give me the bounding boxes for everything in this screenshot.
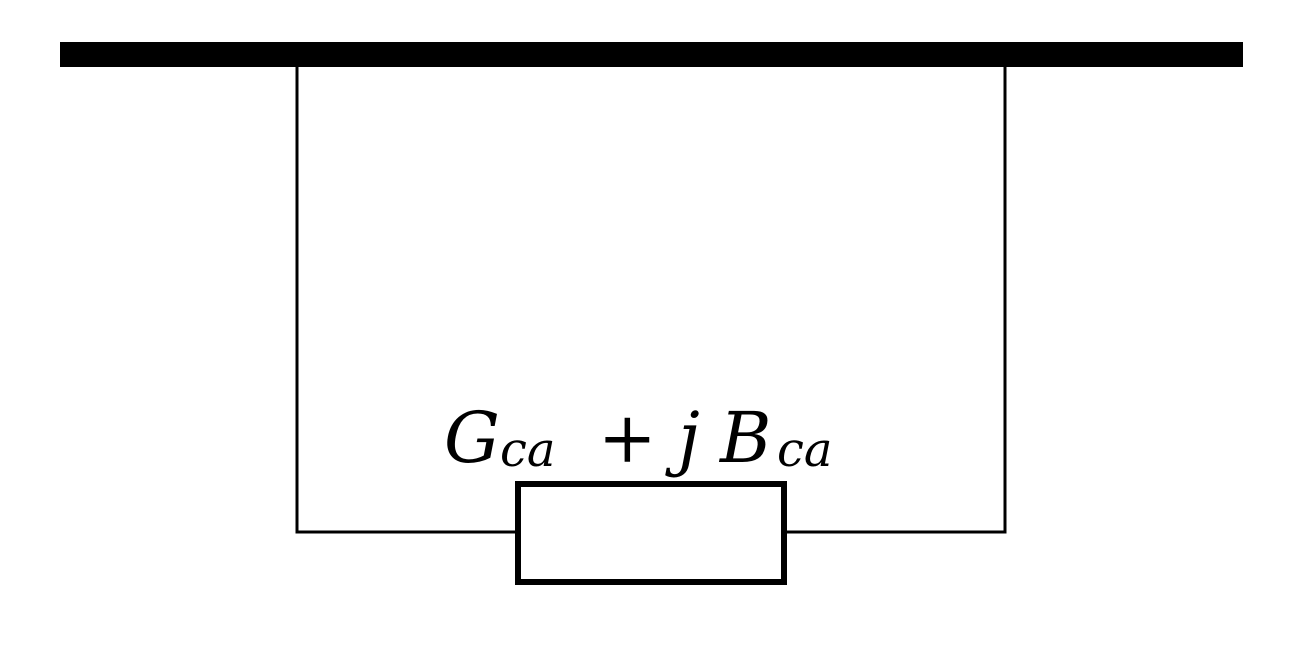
label-G-subscript: ca: [500, 422, 556, 478]
label-B-subscript: ca: [777, 422, 833, 478]
admittance-element: [515, 481, 787, 585]
label-plus: +: [598, 397, 657, 479]
bus-bar: [60, 42, 1243, 67]
label-j: j: [665, 397, 700, 479]
element-label: G ca + j B ca: [444, 397, 833, 479]
label-G: G: [444, 397, 500, 479]
label-B: B: [718, 397, 771, 479]
